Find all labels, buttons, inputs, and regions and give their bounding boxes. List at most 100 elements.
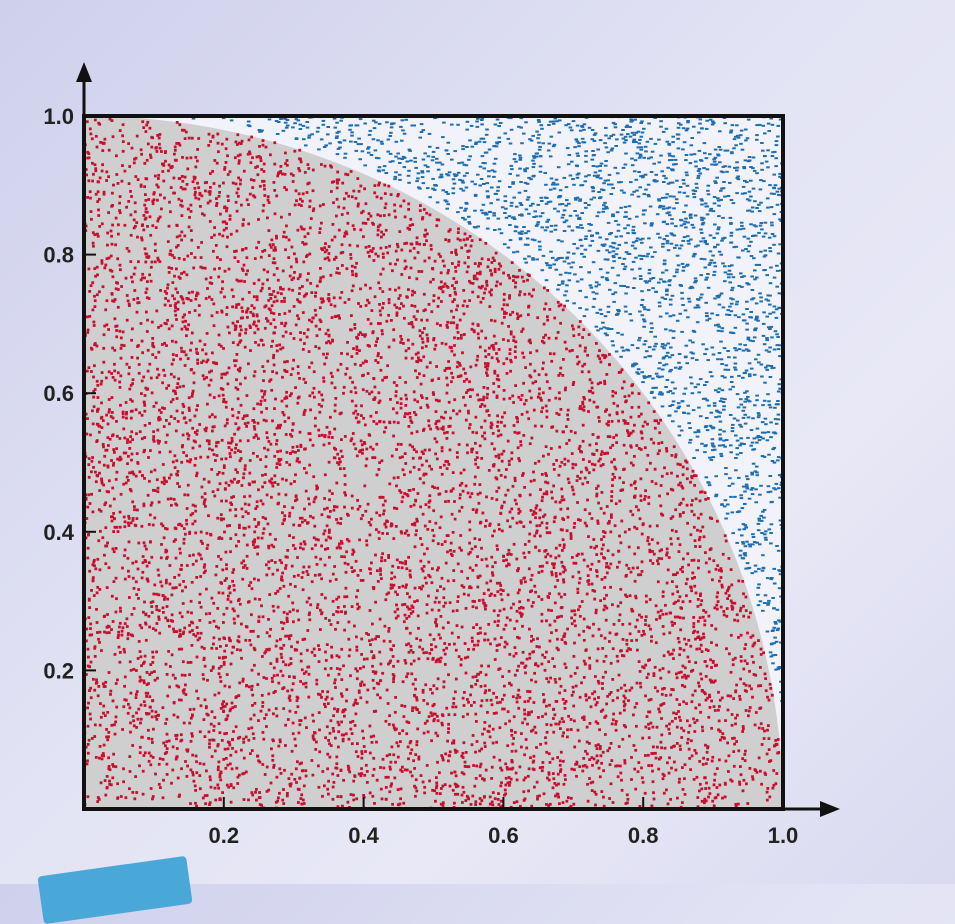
inside-point <box>223 530 226 534</box>
inside-point <box>392 434 395 438</box>
inside-point <box>481 511 485 515</box>
inside-point <box>614 720 618 723</box>
inside-point <box>575 666 579 670</box>
outside-point <box>675 319 680 322</box>
outside-point <box>580 137 585 140</box>
outside-point <box>566 163 571 166</box>
inside-point <box>305 600 309 604</box>
outside-point <box>710 312 714 315</box>
inside-point <box>94 169 98 173</box>
outside-point <box>722 505 727 508</box>
outside-point <box>492 214 496 217</box>
inside-point <box>190 644 194 647</box>
inside-point <box>142 700 146 704</box>
inside-point <box>628 734 631 738</box>
inside-point <box>396 245 400 249</box>
inside-point <box>640 570 644 573</box>
outside-point <box>751 187 756 190</box>
inside-point <box>423 327 426 330</box>
inside-point <box>394 525 398 528</box>
inside-point <box>177 377 181 381</box>
outside-point <box>700 293 704 296</box>
inside-point <box>694 591 698 595</box>
inside-point <box>121 123 125 127</box>
outside-point <box>715 295 720 297</box>
inside-point <box>653 426 657 430</box>
outside-point <box>604 160 608 162</box>
inside-point <box>138 623 142 627</box>
inside-point <box>231 706 235 709</box>
outside-point <box>663 298 668 300</box>
inside-point <box>274 707 278 710</box>
outside-point <box>633 159 638 162</box>
inside-point <box>639 685 643 689</box>
inside-point <box>349 256 353 260</box>
inside-point <box>354 750 358 754</box>
inside-point <box>165 480 168 483</box>
inside-point <box>474 462 478 466</box>
outside-point <box>653 142 658 145</box>
outside-point <box>294 118 299 121</box>
outside-point <box>701 221 706 224</box>
outside-point <box>762 455 767 458</box>
outside-point <box>660 296 665 299</box>
inside-point <box>491 741 495 745</box>
outside-point <box>660 405 665 408</box>
inside-point <box>288 534 291 537</box>
inside-point <box>121 415 125 419</box>
outside-point <box>613 282 618 285</box>
outside-point <box>532 155 536 158</box>
inside-point <box>726 597 729 600</box>
outside-point <box>741 313 746 316</box>
outside-point <box>465 128 469 131</box>
outside-point <box>769 266 773 269</box>
inside-point <box>582 629 586 633</box>
inside-point <box>361 361 365 365</box>
outside-point <box>565 299 570 302</box>
inside-point <box>429 247 433 251</box>
inside-point <box>557 413 561 416</box>
inside-point <box>208 447 211 451</box>
inside-point <box>318 410 322 414</box>
outside-point <box>641 213 646 216</box>
inside-point <box>757 756 761 760</box>
inside-point <box>598 349 601 352</box>
outside-point <box>598 177 603 180</box>
inside-point <box>127 200 131 203</box>
inside-point <box>558 572 562 576</box>
inside-point <box>656 610 660 614</box>
outside-point <box>778 243 782 246</box>
outside-point <box>532 162 536 165</box>
inside-point <box>154 628 158 632</box>
outside-point <box>705 213 710 216</box>
inside-point <box>258 145 261 148</box>
outside-point <box>420 171 425 174</box>
outside-point <box>322 146 327 148</box>
inside-point <box>209 140 212 143</box>
outside-point <box>708 234 713 237</box>
inside-point <box>612 712 615 716</box>
outside-point <box>590 186 595 188</box>
outside-point <box>621 129 625 131</box>
outside-point <box>763 381 767 384</box>
outside-point <box>670 294 675 297</box>
inside-point <box>364 333 367 337</box>
inside-point <box>601 708 605 712</box>
inside-point <box>276 673 279 677</box>
inside-point <box>707 614 711 618</box>
inside-point <box>142 504 146 508</box>
outside-point <box>636 195 641 198</box>
outside-point <box>708 261 713 264</box>
outside-point <box>664 386 668 388</box>
outside-point <box>678 284 683 286</box>
inside-point <box>257 437 260 440</box>
outside-point <box>699 228 703 231</box>
inside-point <box>486 392 489 396</box>
inside-point <box>155 592 158 596</box>
inside-point <box>408 573 412 577</box>
inside-point <box>745 782 748 786</box>
outside-point <box>682 266 686 269</box>
outside-point <box>759 300 763 303</box>
outside-point <box>546 201 551 204</box>
inside-point <box>312 738 316 742</box>
